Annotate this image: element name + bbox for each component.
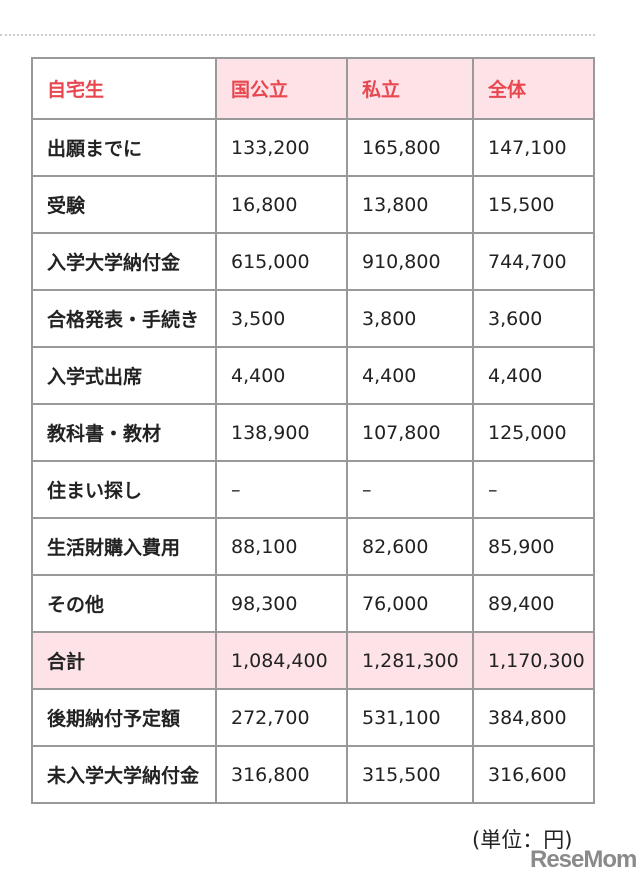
- row-label: 出願までに: [31, 118, 217, 177]
- table-row: 入学式出席 4,400 4,400 4,400: [31, 346, 595, 405]
- cell-value: 133,200: [215, 118, 348, 177]
- cell-value: 316,600: [472, 745, 595, 804]
- cell-value: 384,800: [472, 688, 595, 747]
- table-row: 未入学大学納付金 316,800 315,500 316,600: [31, 745, 595, 804]
- cell-value: 1,170,300: [472, 631, 595, 690]
- table-row: 受験 16,800 13,800 15,500: [31, 175, 595, 234]
- cell-value: 744,700: [472, 232, 595, 291]
- cell-value: 147,100: [472, 118, 595, 177]
- row-label: 未入学大学納付金: [31, 745, 217, 804]
- cell-value: 98,300: [215, 574, 348, 633]
- cell-value: 3,500: [215, 289, 348, 348]
- cell-value: 4,400: [215, 346, 348, 405]
- cell-value: –: [215, 460, 348, 519]
- cell-value: 3,800: [346, 289, 474, 348]
- row-label: その他: [31, 574, 217, 633]
- table-row: 教科書・教材 138,900 107,800 125,000: [31, 403, 595, 462]
- header-row: 自宅生 国公立 私立 全体: [31, 57, 595, 120]
- cell-value: 13,800: [346, 175, 474, 234]
- cell-value: 3,600: [472, 289, 595, 348]
- row-label: 受験: [31, 175, 217, 234]
- cell-value: 107,800: [346, 403, 474, 462]
- table-row: 出願までに 133,200 165,800 147,100: [31, 118, 595, 177]
- table-row: 合計 1,084,400 1,281,300 1,170,300: [31, 631, 595, 690]
- row-label: 住まい探し: [31, 460, 217, 519]
- cell-value: 315,500: [346, 745, 474, 804]
- cell-value: 82,600: [346, 517, 474, 576]
- table-row: 住まい探し – – –: [31, 460, 595, 519]
- cell-value: 国公立: [215, 57, 348, 120]
- cell-value: 88,100: [215, 517, 348, 576]
- table-row: 入学大学納付金 615,000 910,800 744,700: [31, 232, 595, 291]
- resemom-logo: ReseMom: [530, 846, 637, 873]
- unit-note: (単位：円): [472, 828, 573, 852]
- cell-value: 272,700: [215, 688, 348, 747]
- cell-value: 89,400: [472, 574, 595, 633]
- cell-value: 16,800: [215, 175, 348, 234]
- row-label: 入学大学納付金: [31, 232, 217, 291]
- row-label: 後期納付予定額: [31, 688, 217, 747]
- table-row: その他 98,300 76,000 89,400: [31, 574, 595, 633]
- cell-value: 615,000: [215, 232, 348, 291]
- cell-value: 910,800: [346, 232, 474, 291]
- cell-value: 1,084,400: [215, 631, 348, 690]
- row-label: 入学式出席: [31, 346, 217, 405]
- cell-value: –: [346, 460, 474, 519]
- cell-value: 76,000: [346, 574, 474, 633]
- cell-value: –: [472, 460, 595, 519]
- cell-value: 15,500: [472, 175, 595, 234]
- cost-table: 自宅生 国公立 私立 全体 出願までに 133,200 165,800 147,100 受験 16…: [31, 57, 595, 804]
- cell-value: 138,900: [215, 403, 348, 462]
- cell-value: 165,800: [346, 118, 474, 177]
- table-row: 生活財購入費用 88,100 82,600 85,900: [31, 517, 595, 576]
- dotted-divider: [0, 34, 595, 36]
- row-label: 合計: [31, 631, 217, 690]
- row-label: 自宅生: [31, 57, 217, 120]
- row-label: 生活財購入費用: [31, 517, 217, 576]
- cell-value: 4,400: [346, 346, 474, 405]
- cell-value: 531,100: [346, 688, 474, 747]
- row-label: 合格発表・手続き: [31, 289, 217, 348]
- cell-value: 316,800: [215, 745, 348, 804]
- table-row: 後期納付予定額 272,700 531,100 384,800: [31, 688, 595, 747]
- cell-value: 125,000: [472, 403, 595, 462]
- table-row: 合格発表・手続き 3,500 3,800 3,600: [31, 289, 595, 348]
- row-label: 教科書・教材: [31, 403, 217, 462]
- cell-value: 全体: [472, 57, 595, 120]
- cell-value: 4,400: [472, 346, 595, 405]
- cell-value: 85,900: [472, 517, 595, 576]
- cell-value: 1,281,300: [346, 631, 474, 690]
- cell-value: 私立: [346, 57, 474, 120]
